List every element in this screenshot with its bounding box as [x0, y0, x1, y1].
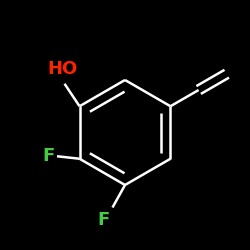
- Text: F: F: [98, 211, 110, 229]
- Text: HO: HO: [47, 60, 77, 78]
- Text: F: F: [42, 147, 54, 165]
